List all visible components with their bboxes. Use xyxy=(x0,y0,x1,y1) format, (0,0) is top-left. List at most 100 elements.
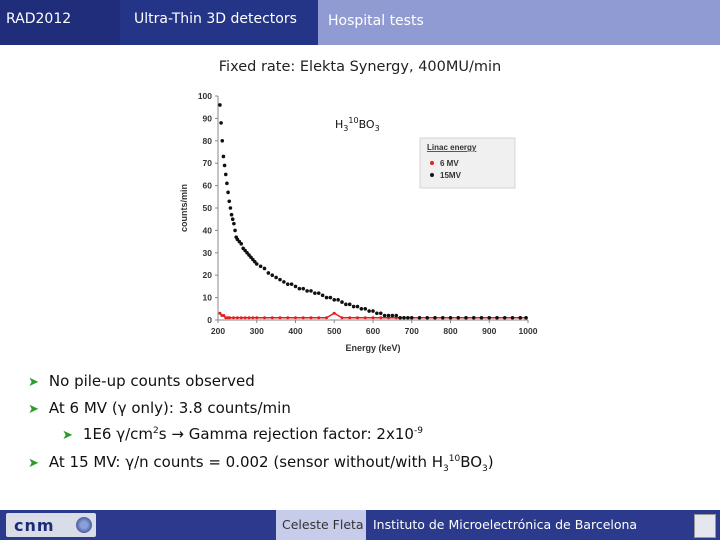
tab-conference: RAD2012 xyxy=(0,0,120,45)
series-15mv-point xyxy=(297,286,302,291)
series-15mv-point xyxy=(320,293,325,298)
series-15mv-point xyxy=(220,139,225,143)
x-tick-label: 800 xyxy=(443,326,457,336)
crest-icon xyxy=(694,514,716,538)
series-6mv-point xyxy=(228,316,232,320)
series-6mv-point xyxy=(340,316,344,320)
series-6mv-point xyxy=(222,314,226,318)
series-6mv-point xyxy=(247,316,251,320)
series-6mv-point xyxy=(317,316,321,320)
series-15mv-point xyxy=(219,121,223,125)
annotation-sub1: 3 xyxy=(343,124,348,133)
series-6mv-point xyxy=(332,311,336,315)
header-bar: RAD2012 Ultra-Thin 3D detectors Hospital… xyxy=(0,0,720,45)
x-tick-label: 400 xyxy=(288,326,302,336)
series-6mv-point xyxy=(263,316,266,320)
series-15mv-point xyxy=(305,289,309,293)
x-tick-label: 200 xyxy=(211,326,225,336)
series-15mv-point xyxy=(382,313,387,318)
series-15mv-point xyxy=(371,309,375,313)
arrow-bullet-icon: ➤ xyxy=(62,428,73,443)
series-15mv-point xyxy=(229,212,234,217)
series-15mv-point xyxy=(227,199,232,204)
series-15mv-point xyxy=(409,315,414,320)
annotation-sub2: 3 xyxy=(375,124,380,133)
series-15mv-point xyxy=(402,315,406,320)
series-15mv-point xyxy=(254,262,259,266)
bullet-4-sub2: 3 xyxy=(482,464,488,474)
bullet-3: ➤ 1E6 γ/cm2s → Gamma rejection factor: 2x… xyxy=(62,425,423,443)
series-15mv-point xyxy=(293,284,298,289)
series-15mv-point xyxy=(479,315,484,320)
bullet-3-sup: 2 xyxy=(153,426,159,436)
series-15mv-point xyxy=(363,307,368,311)
series-6mv-point xyxy=(294,316,297,320)
series-15mv-point xyxy=(313,291,317,295)
x-axis-title: Energy (keV) xyxy=(345,343,400,353)
chart-svg: 0 10 20 30 40 50 60 70 80 90 100 200 300 400 500 600 700… xyxy=(179,91,538,353)
series-15mv-point xyxy=(274,275,278,280)
series-15mv-point xyxy=(262,266,267,271)
series-6mv-point xyxy=(278,316,282,320)
series-15mv-point xyxy=(324,295,329,300)
series-15mv-point xyxy=(375,311,379,316)
series-15mv-point xyxy=(258,264,263,269)
y-tick-label: 80 xyxy=(203,136,213,146)
series-15mv-point xyxy=(239,242,244,246)
y-tick-label: 60 xyxy=(203,181,213,191)
legend-marker xyxy=(430,173,434,177)
series-6mv-point xyxy=(218,311,222,315)
x-tick-label: 300 xyxy=(250,326,264,336)
series-15mv-point xyxy=(340,300,344,304)
arrow-bullet-icon: ➤ xyxy=(28,375,39,390)
y-tick-label: 0 xyxy=(207,315,212,325)
bullet-2-text: At 6 MV (γ only): 3.8 counts/min xyxy=(48,399,291,417)
series-15mv-point xyxy=(440,315,445,320)
series-6mv-point xyxy=(325,316,328,320)
series-15mv-point xyxy=(351,304,356,309)
series-6mv-point xyxy=(270,316,274,320)
series-15mv-point xyxy=(518,315,523,320)
bullet-3-text-a: 1E6 γ/cm xyxy=(82,425,154,443)
series-6mv-point xyxy=(235,316,239,320)
footer-author: Celeste Fleta xyxy=(276,510,366,540)
y-tick-label: 70 xyxy=(203,158,213,168)
arrow-bullet-icon: ➤ xyxy=(28,456,39,471)
x-tick-label: 600 xyxy=(366,326,380,336)
legend-label: 6 MV xyxy=(440,159,459,168)
energy-spectrum-chart: 0 10 20 30 40 50 60 70 80 90 100 200 300 400 500 600 700… xyxy=(170,86,548,361)
series-15mv-point xyxy=(225,181,229,186)
institute-name: Instituto de Microelectrónica de Barcelo… xyxy=(373,517,638,532)
series-6mv-point xyxy=(348,316,352,320)
cnm-logo: cnm xyxy=(6,513,96,537)
series-15mv-point xyxy=(223,172,228,177)
series-15mv-point xyxy=(487,315,492,320)
y-tick-label: 90 xyxy=(203,113,213,123)
series-6mv-point xyxy=(232,316,235,320)
series-15mv-point xyxy=(301,286,306,291)
annotation-base: H xyxy=(335,118,343,131)
series-6mv-point xyxy=(309,316,313,320)
bullet-4: ➤ At 15 MV: γ/n counts = 0.002 (sensor wi… xyxy=(28,453,494,474)
series-15mv-point xyxy=(406,315,410,320)
series-15mv-point xyxy=(524,315,528,320)
series-6mv-point xyxy=(301,316,305,320)
series-6mv-point xyxy=(255,316,259,320)
y-tick-label: 40 xyxy=(203,225,213,235)
series-15mv-point xyxy=(502,315,507,320)
series-15mv-point xyxy=(448,315,453,320)
bullet-2: ➤ At 6 MV (γ only): 3.8 counts/min xyxy=(28,399,291,417)
tab-section: Hospital tests xyxy=(318,0,720,45)
annotation-mid: BO xyxy=(359,118,375,131)
series-15mv-point xyxy=(282,280,286,284)
series-6mv-point xyxy=(356,316,359,320)
series-15mv-point xyxy=(456,315,461,320)
series-15mv-point xyxy=(328,295,333,300)
legend-box xyxy=(419,137,516,189)
series-15mv-point xyxy=(230,217,235,221)
bullet-1: ➤ No pile-up counts observed xyxy=(28,372,255,390)
series-15mv-point xyxy=(398,315,402,320)
bullet-4-text-a: At 15 MV: γ/n counts = 0.002 (sensor wit… xyxy=(48,453,444,471)
slide-subtitle: Fixed rate: Elekta Synergy, 400MU/min xyxy=(218,59,502,75)
annotation-sup: 10 xyxy=(348,116,358,125)
